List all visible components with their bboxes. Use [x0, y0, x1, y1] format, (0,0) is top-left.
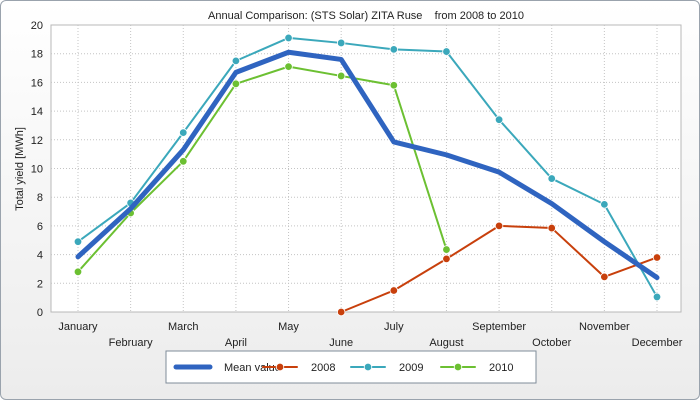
grid [51, 25, 681, 312]
data-point [284, 62, 293, 71]
data-point [336, 71, 346, 81]
x-tick-label: December [632, 337, 683, 349]
data-point [73, 267, 83, 277]
data-point [336, 307, 346, 317]
data-point [442, 245, 451, 254]
y-tick-label: 20 [31, 20, 43, 32]
legend-entry: 2010 [440, 362, 513, 374]
legend-label: 2010 [489, 362, 513, 374]
data-point [442, 254, 451, 264]
x-tick-label: September [472, 321, 526, 333]
data-point [494, 221, 504, 231]
data-point [284, 33, 293, 43]
legend-swatch-marker [453, 362, 463, 372]
x-tick-label: July [384, 321, 404, 333]
series-line [77, 65, 448, 273]
x-tick-label: November [579, 321, 630, 333]
series-group [73, 33, 662, 317]
x-tick-label: January [58, 321, 98, 333]
legend-entry: 2009 [350, 362, 423, 374]
y-tick-label: 14 [31, 106, 43, 118]
y-tick-label: 2 [37, 278, 43, 290]
x-tick-label: February [109, 337, 154, 349]
y-tick-label: 8 [37, 192, 43, 204]
x-tick-label: April [225, 337, 247, 349]
data-point [231, 79, 241, 89]
y-axis-label: Total yield [MWh] [14, 127, 26, 211]
y-tick-label: 10 [31, 164, 43, 176]
y-tick-label: 6 [37, 221, 43, 233]
data-point [442, 47, 451, 56]
data-point [73, 237, 83, 246]
x-tick-label: March [168, 321, 199, 333]
y-tick-label: 16 [31, 77, 43, 89]
data-point [179, 157, 188, 166]
legend-entries: Mean value 2008 2009 2010 [173, 362, 513, 374]
data-point [547, 174, 556, 183]
legend: Mean value 2008 2009 2010 [165, 350, 537, 384]
data-point [389, 286, 399, 295]
y-tick-label: 18 [31, 49, 43, 61]
legend-entry: 2008 [262, 362, 335, 374]
y-axis-ticks: 0 2 4 6 8 10 12 14 16 18 20 [31, 20, 43, 319]
data-point [336, 38, 346, 48]
x-tick-label: August [429, 337, 463, 349]
legend-label: 2008 [311, 362, 335, 374]
chart-title: Annual Comparison: (STS Solar) ZITA Ruse… [208, 10, 524, 22]
data-point [652, 292, 662, 302]
data-point [389, 81, 399, 90]
x-tick-label: May [278, 321, 299, 333]
legend-label: 2009 [399, 362, 423, 374]
x-tick-label: June [329, 337, 353, 349]
y-tick-label: 12 [31, 135, 43, 147]
series-2008 [336, 221, 662, 317]
y-tick-label: 0 [37, 307, 43, 319]
data-point [600, 272, 609, 282]
data-point [231, 56, 241, 66]
x-axis-ticks: January February March April May June July Augu… [58, 321, 682, 349]
data-point [547, 223, 556, 233]
data-point [652, 253, 662, 262]
legend-swatch-marker [363, 362, 373, 372]
legend-swatch-marker [275, 362, 285, 372]
series-line [77, 36, 658, 298]
data-point [600, 200, 609, 209]
series-line [75, 49, 660, 281]
y-tick-label: 4 [37, 250, 43, 262]
data-point [494, 115, 504, 124]
data-point [389, 45, 399, 54]
series-mean-value [75, 49, 660, 281]
data-point [179, 128, 188, 137]
legend-label: Mean value [224, 362, 281, 374]
legend-entry: Mean value [173, 362, 281, 374]
x-tick-label: October [532, 337, 571, 349]
